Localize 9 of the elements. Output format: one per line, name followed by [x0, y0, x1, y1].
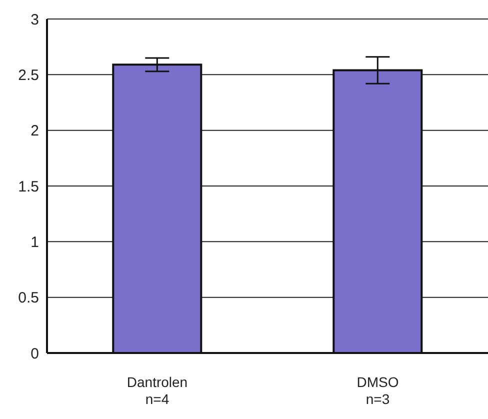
y-tick-label: 3 — [30, 11, 39, 28]
x-tick-label: DMSO n=3 — [356, 374, 399, 407]
y-tick-label: 0 — [30, 345, 39, 362]
y-tick-label: 1 — [30, 234, 39, 251]
y-tick-label: 1.5 — [18, 178, 39, 196]
y-tick-label: 2 — [30, 122, 39, 140]
y-tick-label: 0.5 — [18, 290, 39, 307]
y-tick-label: 2.5 — [18, 66, 39, 84]
x-tick-label: Dantrolen n=4 — [126, 374, 188, 407]
